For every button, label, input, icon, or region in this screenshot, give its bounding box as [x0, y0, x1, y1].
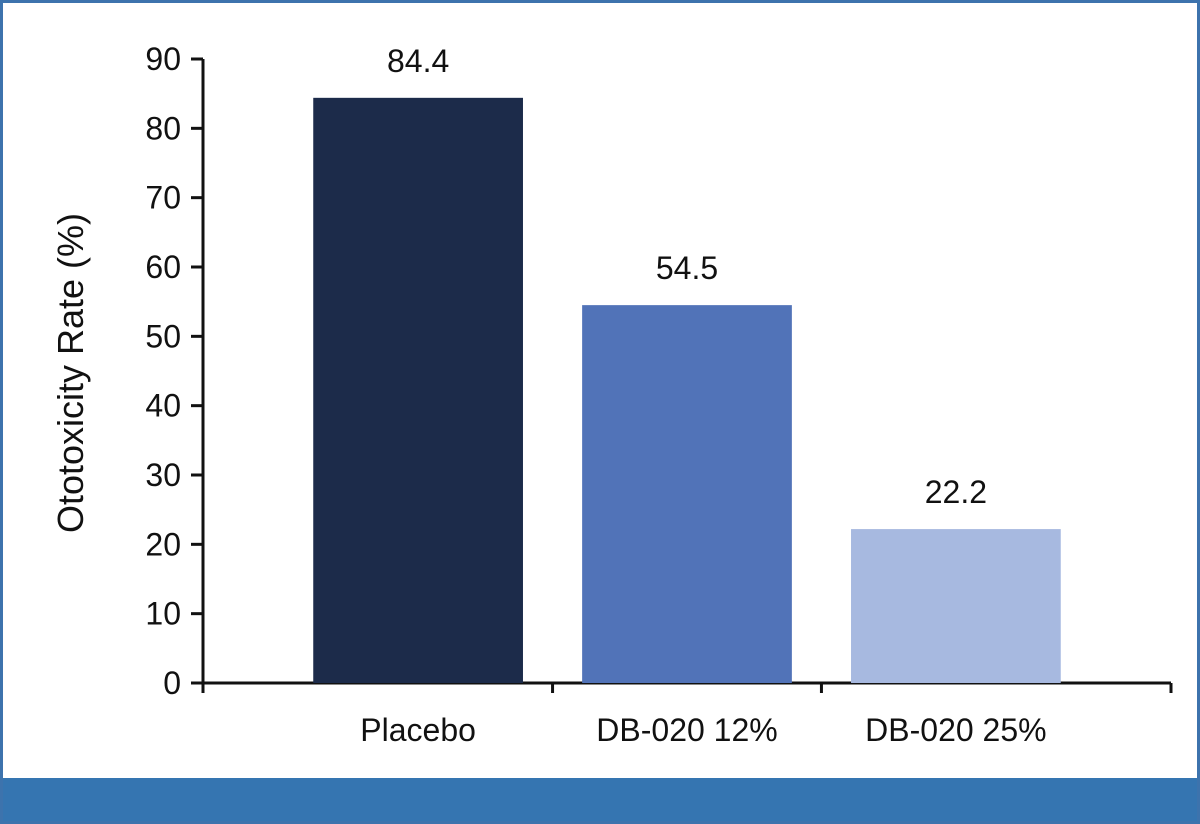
- x-category-label: DB-020 12%: [596, 712, 777, 748]
- bar-db-020-25: [851, 529, 1061, 683]
- y-tick-label: 40: [145, 388, 181, 424]
- x-axis: Placebo DB-020 12% DB-020 25%: [201, 681, 1173, 748]
- bars: [313, 97, 1061, 684]
- y-tick-label: 70: [145, 180, 181, 216]
- y-tick-label: 60: [145, 249, 181, 285]
- bar-value-label: 84.4: [387, 43, 449, 79]
- x-category-label: Placebo: [360, 712, 476, 748]
- bar-placebo: [313, 97, 523, 684]
- footer-band: [3, 778, 1197, 821]
- y-tick-label: 80: [145, 110, 181, 146]
- x-category-label: DB-020 25%: [865, 712, 1046, 748]
- bar-db-020-12: [582, 305, 792, 683]
- y-tick-label: 30: [145, 457, 181, 493]
- y-tick-label: 20: [145, 526, 181, 562]
- data-labels: 84.4 54.5 22.2: [387, 43, 987, 510]
- y-tick-label: 50: [145, 318, 181, 354]
- bar-value-label: 22.2: [925, 474, 987, 510]
- y-tick-label: 10: [145, 596, 181, 632]
- y-tick-label: 90: [145, 41, 181, 77]
- y-axis-title: Ototoxicity Rate (%): [50, 213, 91, 533]
- y-tick-label: 0: [163, 665, 181, 701]
- bar-value-label: 54.5: [656, 250, 718, 286]
- bar-chart: 0 10 20 30 40 50 60 70 80 90 Placebo DB-020 12% DB-…: [50, 41, 1173, 748]
- y-axis: 0 10 20 30 40 50 60 70 80 90: [145, 41, 205, 701]
